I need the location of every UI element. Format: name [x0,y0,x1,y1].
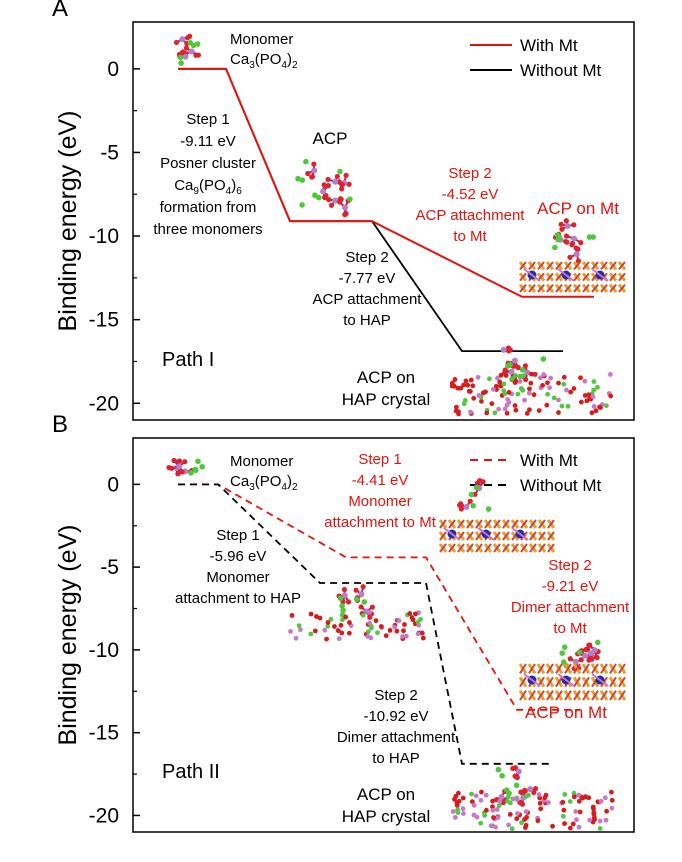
step1-label: Step 1 [186,111,229,128]
molecule-illustration [457,478,491,512]
legend-label: With Mt [520,451,578,470]
step1-label: Ca9​(PO4​)6​ [174,177,242,197]
chart-panel-b: 0 -5 -10 -15 -20 Binding energy (eV) B Path II W… [52,411,634,832]
hap-crystal-illustration [288,610,426,641]
step1-black-label: Monomer [206,569,269,586]
step2-red-label: -4.52 eV [442,186,499,203]
step1-black-label: Step 1 [216,527,259,544]
y-tick-label: -15 [89,722,119,745]
step2-red-label: Step 2 [448,165,491,182]
step2-black-label: Dimer attachment [337,729,456,746]
path-label: Path II [162,761,220,783]
step1-red-label: -4.41 eV [352,472,409,489]
step2-red-label: Dimer attachment [511,599,630,616]
panel-letter: A [52,0,68,22]
molecule-illustration [166,458,205,477]
acp-on-hap-label: ACP on [357,368,415,387]
monomer-label: Monomer [230,31,293,48]
step1-label: Posner cluster [160,155,256,172]
monomer-formula: Ca3​(PO4​)2​ [230,473,298,493]
y-tick-label: -5 [100,556,119,579]
legend-label: Without Mt [520,476,602,495]
step1-red-label: attachment to Mt [324,514,437,531]
acp-on-hap-label: HAP crystal [342,807,431,826]
legend-label: With Mt [520,36,578,55]
y-axis-label: Binding energy (eV) [54,111,82,332]
step2-black-label: to HAP [372,750,420,767]
y-axis-label: Binding energy (eV) [54,525,82,746]
y-tick-label: -5 [100,141,119,164]
panel-letter: B [52,411,68,438]
step1-black-label: attachment to HAP [175,590,301,607]
step2-red-label: to Mt [553,620,587,637]
y-tick-label: 0 [107,58,119,81]
step2-black-label: -7.77 eV [339,270,396,287]
y-tick-label: -15 [89,309,119,332]
mt-surface-illustration [440,520,554,552]
step2-red-label: Step 2 [548,557,591,574]
y-tick-label: -20 [89,392,119,415]
acp-label: ACP [313,129,348,148]
step1-label: formation from [160,199,257,216]
acp-on-hap-label: ACP on [357,785,415,804]
step1-label: -9.11 eV [180,133,236,150]
path-label: Path I [162,349,214,371]
acp-on-mt-label: ACP on Mt [537,199,619,218]
acp-on-hap-label: HAP crystal [342,390,431,409]
step2-red-label: -9.21 eV [542,578,599,595]
step1-black-label: -5.96 eV [210,548,267,565]
step1-red-label: Monomer [348,493,411,510]
step2-black-label: Step 2 [345,249,388,266]
step2-red-label: ACP attachment [416,207,526,224]
step2-red-label: to Mt [453,228,487,245]
y-tick-label: -10 [89,639,119,662]
molecule-illustration [552,218,596,263]
hap-crystal-illustration [450,372,613,417]
y-tick-label: 0 [107,473,119,496]
step2-black-label: Step 2 [374,687,417,704]
legend-label: Without Mt [520,61,602,80]
step2-black-label: to HAP [343,312,391,329]
acp-on-mt-label: ACP on Mt [525,703,607,722]
y-tick-label: -10 [89,225,119,248]
step1-label: three monomers [153,221,262,238]
step2-black-label: ACP attachment [313,291,423,308]
step2-black-label: -10.92 eV [363,708,428,725]
hap-crystal-illustration [451,790,615,831]
monomer-formula: Ca3​(PO4​)2​ [230,51,298,71]
mt-surface-illustration [520,262,625,292]
molecule-illustration [295,159,353,217]
molecule-illustration [174,34,201,66]
chart-panel-a: 0 -5 -10 -15 -20 Binding energy (eV) A Path I Wi… [52,0,634,420]
step1-red-label: Step 1 [358,451,401,468]
y-tick-label: -20 [89,804,119,827]
monomer-label: Monomer [230,453,293,470]
